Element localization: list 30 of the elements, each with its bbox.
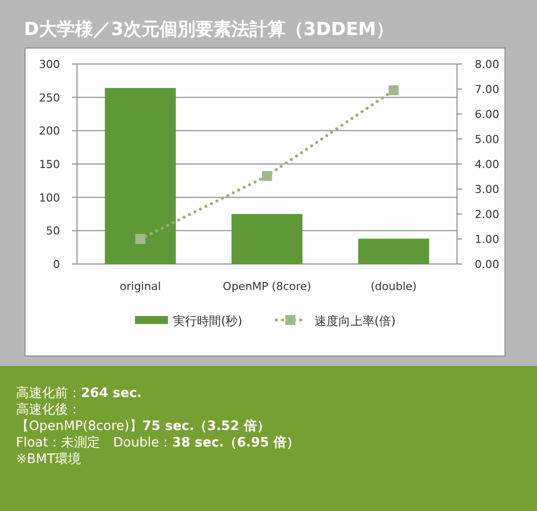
y-tick-label: 300	[39, 58, 60, 71]
x-tick-label: original	[120, 280, 161, 293]
x-tick-label: OpenMP (8core)	[222, 280, 312, 293]
y2-tick-label: 2.00	[474, 208, 500, 221]
text: 高速化前：264 sec.	[16, 385, 142, 401]
y2-tick-label: 7.00	[474, 83, 500, 96]
y-tick-label: 250	[39, 91, 60, 104]
point	[135, 234, 146, 244]
text: ※BMT環境	[16, 451, 81, 467]
legend-label: 速度向上率(倍)	[314, 314, 396, 328]
point	[388, 85, 399, 96]
text: 【OpenMP(8core)】75 sec.（3.52 倍）	[16, 418, 270, 434]
y2-tick-label: 3.00	[474, 183, 500, 196]
y-tick-label: 0	[53, 258, 60, 271]
y2-tick-label: 6.00	[474, 108, 500, 121]
x-tick-label: (double)	[370, 280, 417, 293]
y2-tick-label: 1.00	[474, 233, 500, 246]
y-tick-label: 100	[39, 191, 60, 204]
y2-tick-label: 5.00	[474, 133, 500, 146]
y-tick-label: 50	[46, 224, 60, 238]
point	[262, 171, 272, 181]
y2-tick-label: 4.00	[474, 158, 500, 171]
y2-tick-label: 8.00	[474, 58, 500, 71]
legend-label: 実行時間(秒)	[173, 314, 242, 328]
chart-title: D大学様／3次元個別要素法計算（3DDEM）	[24, 19, 394, 40]
y2-tick-label: 0.00	[474, 258, 500, 271]
y-tick-label: 200	[39, 124, 60, 138]
text: Float：未測定 Double：38 sec.（6.95 倍）	[16, 434, 300, 450]
y-tick-label: 150	[39, 158, 60, 171]
text: 高速化後：	[16, 402, 81, 418]
